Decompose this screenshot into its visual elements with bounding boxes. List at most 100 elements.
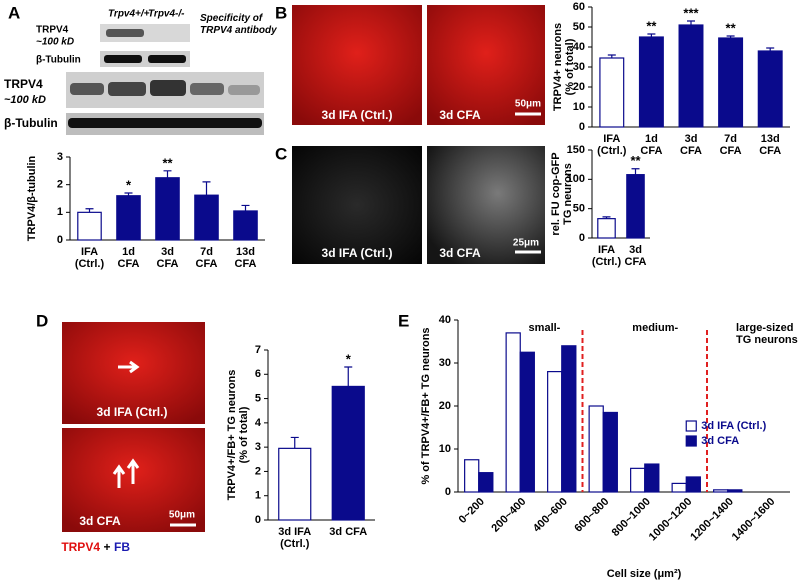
error-bar — [602, 216, 611, 219]
annotation: large-sized TG neurons — [736, 322, 798, 346]
y-tick-label: 6 — [255, 368, 261, 380]
image-label: 3d IFA (Ctrl.) — [97, 405, 168, 419]
x-tick-label: 400~600 — [531, 496, 570, 535]
y-axis-label: TRPV4/β-tubulin — [26, 155, 38, 241]
stain-label: TRPV4 — [61, 540, 100, 554]
bar — [233, 210, 258, 241]
panel-label: A — [8, 3, 20, 22]
error-bar — [202, 181, 211, 196]
scale-label: 50μm — [169, 510, 195, 521]
bar — [331, 385, 365, 521]
error-bar — [726, 35, 735, 38]
lane-label: Trpv4+/+ — [108, 9, 150, 20]
x-tick-label: 3d CFA — [157, 246, 179, 270]
error-bar — [766, 47, 775, 51]
y-tick-label: 0 — [57, 234, 63, 246]
significance: ** — [162, 155, 173, 170]
note: Specificity of TRPV4 antibody — [200, 13, 277, 36]
y-tick-label: 5 — [255, 392, 261, 404]
error-bar — [241, 204, 250, 211]
legend-label: 3d IFA (Ctrl.) — [701, 420, 766, 432]
bar — [602, 411, 618, 493]
bar — [116, 195, 141, 241]
panel-label: C — [275, 144, 287, 163]
bar — [547, 371, 563, 493]
significance: *** — [683, 5, 699, 20]
x-tick-label: 200~400 — [489, 496, 528, 535]
y-tick-label: 40 — [439, 314, 451, 326]
y-tick-label: 0 — [445, 486, 451, 498]
blot-label: β-Tubulin — [4, 116, 58, 130]
bar — [278, 447, 312, 521]
x-tick-label: IFA (Ctrl.) — [592, 244, 622, 268]
error-bar — [290, 436, 299, 449]
x-tick-label: 0~200 — [457, 496, 487, 526]
blot-label: β-Tubulin — [36, 55, 81, 66]
error-bar — [124, 192, 133, 196]
bar — [597, 218, 616, 239]
significance: ** — [646, 18, 657, 33]
y-tick-label: 1 — [57, 206, 63, 218]
image-label: 3d IFA (Ctrl.) — [322, 108, 393, 122]
error-bar — [687, 20, 695, 25]
y-tick-label: 2 — [57, 179, 63, 191]
y-tick-label: 4 — [255, 417, 262, 429]
x-tick-label: 7d CFA — [196, 246, 218, 270]
stain-label: FB — [114, 540, 130, 554]
bar — [561, 345, 577, 493]
blot-label: TRPV4 — [4, 77, 43, 91]
significance: * — [346, 351, 352, 366]
error-bar — [607, 54, 616, 58]
error-bar — [85, 208, 94, 213]
bar — [685, 476, 701, 493]
scale-label: 25μm — [513, 238, 539, 249]
bar — [638, 36, 664, 128]
scale-label: 50μm — [515, 99, 541, 110]
y-tick-label: 2 — [255, 465, 261, 477]
lane-label: Trpv4-/- — [148, 9, 185, 20]
stain-label: + — [103, 540, 110, 554]
error-bar — [631, 168, 640, 175]
y-tick-label: 60 — [573, 1, 585, 13]
x-tick-label: 3d CFA — [329, 526, 367, 538]
blot-label: ~100 kD — [4, 94, 46, 106]
y-tick-label: 7 — [255, 344, 261, 356]
image-label: 3d CFA — [439, 108, 481, 122]
bar — [464, 459, 480, 493]
y-tick-label: 40 — [573, 41, 585, 53]
y-axis-label: TRPV4+/FB+ TG neurons(% of total) — [226, 370, 250, 501]
bar — [599, 57, 625, 128]
y-tick-label: 30 — [573, 61, 585, 73]
y-axis-label: rel. FU cop-GFPTG neurons — [550, 152, 574, 235]
panel-label: B — [275, 3, 287, 22]
legend-swatch — [685, 435, 697, 447]
legend-swatch — [685, 420, 697, 432]
bar — [757, 50, 783, 128]
bar — [671, 482, 687, 493]
y-tick-label: 50 — [573, 203, 585, 215]
panel-label: E — [398, 311, 409, 330]
bar — [713, 489, 729, 493]
y-tick-label: 50 — [573, 21, 585, 33]
image-label: 3d CFA — [79, 514, 121, 528]
bar — [478, 472, 494, 493]
bar — [644, 463, 660, 493]
panel-label: D — [36, 311, 48, 330]
y-tick-label: 0 — [255, 514, 261, 526]
bar — [155, 177, 180, 241]
error-bar — [163, 170, 172, 178]
x-tick-label: 600~800 — [572, 496, 611, 535]
y-tick-label: 0 — [579, 121, 585, 133]
micrograph — [292, 146, 422, 264]
annotation: medium- — [632, 322, 678, 334]
x-tick-label: 1400~1600 — [730, 496, 778, 544]
image-label: 3d CFA — [439, 246, 481, 260]
x-tick-label: 3d CFA — [680, 133, 702, 157]
bar — [678, 24, 704, 128]
y-tick-label: 3 — [255, 441, 261, 453]
blot-label: TRPV4 — [36, 25, 69, 36]
x-tick-label: 3d CFA — [625, 244, 647, 268]
bar — [630, 467, 646, 493]
blot-label: ~100 kD — [36, 37, 74, 48]
y-axis-label: TRPV4+ neurons(% of total) — [552, 23, 576, 111]
